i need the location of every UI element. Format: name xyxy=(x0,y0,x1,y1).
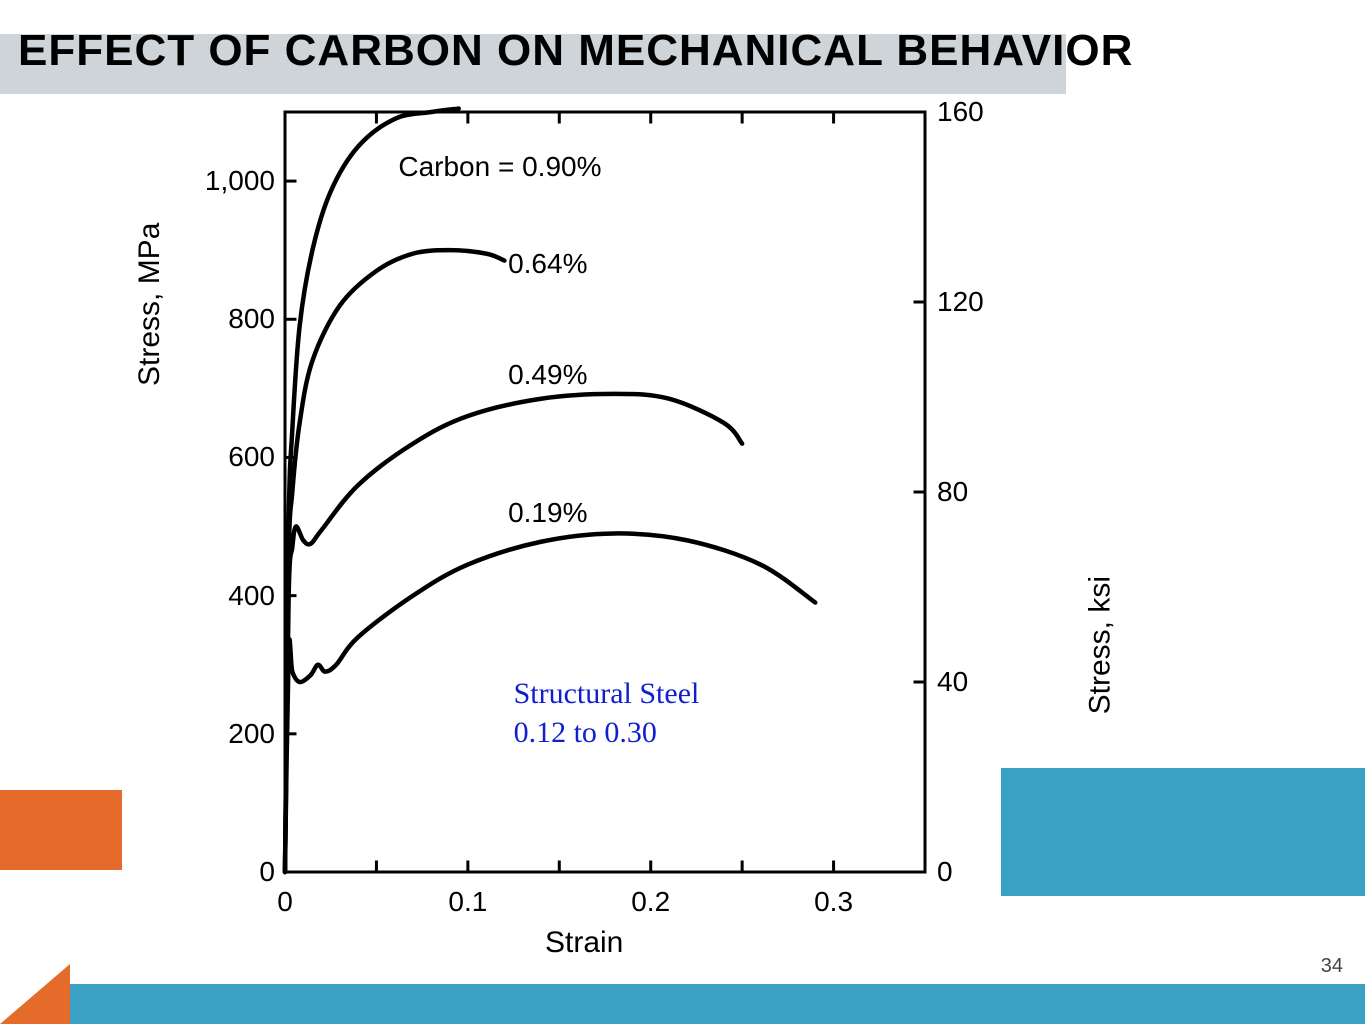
ytick-left-800: 800 xyxy=(175,303,275,335)
ytick-right-0: 0 xyxy=(937,856,1017,888)
page-number: 34 xyxy=(1321,955,1343,978)
chart-svg xyxy=(285,112,925,872)
series-0.49% xyxy=(285,394,742,872)
series-0.90% xyxy=(285,109,459,872)
ytick-left-1000: 1,000 xyxy=(175,165,275,197)
ytick-left-600: 600 xyxy=(175,441,275,473)
cyan-footer-strip xyxy=(70,984,1365,1024)
ytick-right-160: 160 xyxy=(937,96,1017,128)
curve-annotation-0: Carbon = 0.90% xyxy=(398,151,601,183)
stress-strain-chart: Stress, MPa Stress, ksi Strain 020040060… xyxy=(125,96,1065,976)
ytick-left-200: 200 xyxy=(175,718,275,750)
curve-annotation-3: 0.19% xyxy=(508,497,587,529)
y-axis-label-right: Stress, ksi xyxy=(1083,576,1117,714)
y-axis-label-left: Stress, MPa xyxy=(133,223,167,386)
orange-accent-block xyxy=(0,790,122,870)
ytick-left-400: 400 xyxy=(175,580,275,612)
xtick-0: 0 xyxy=(277,886,293,918)
x-axis-label: Strain xyxy=(545,926,623,960)
xtick-0.3: 0.3 xyxy=(814,886,853,918)
ytick-left-0: 0 xyxy=(175,856,275,888)
xtick-0.1: 0.1 xyxy=(448,886,487,918)
ytick-right-80: 80 xyxy=(937,476,1017,508)
xtick-0.2: 0.2 xyxy=(631,886,670,918)
ytick-right-120: 120 xyxy=(937,286,1017,318)
orange-footer-triangle xyxy=(0,964,70,1024)
ytick-right-40: 40 xyxy=(937,666,1017,698)
curve-annotation-2: 0.49% xyxy=(508,359,587,391)
page-title: EFFECT OF CARBON ON MECHANICAL BEHAVIOR xyxy=(18,26,1133,76)
structural-steel-annotation: Structural Steel0.12 to 0.30 xyxy=(514,674,700,752)
curve-annotation-1: 0.64% xyxy=(508,248,587,280)
